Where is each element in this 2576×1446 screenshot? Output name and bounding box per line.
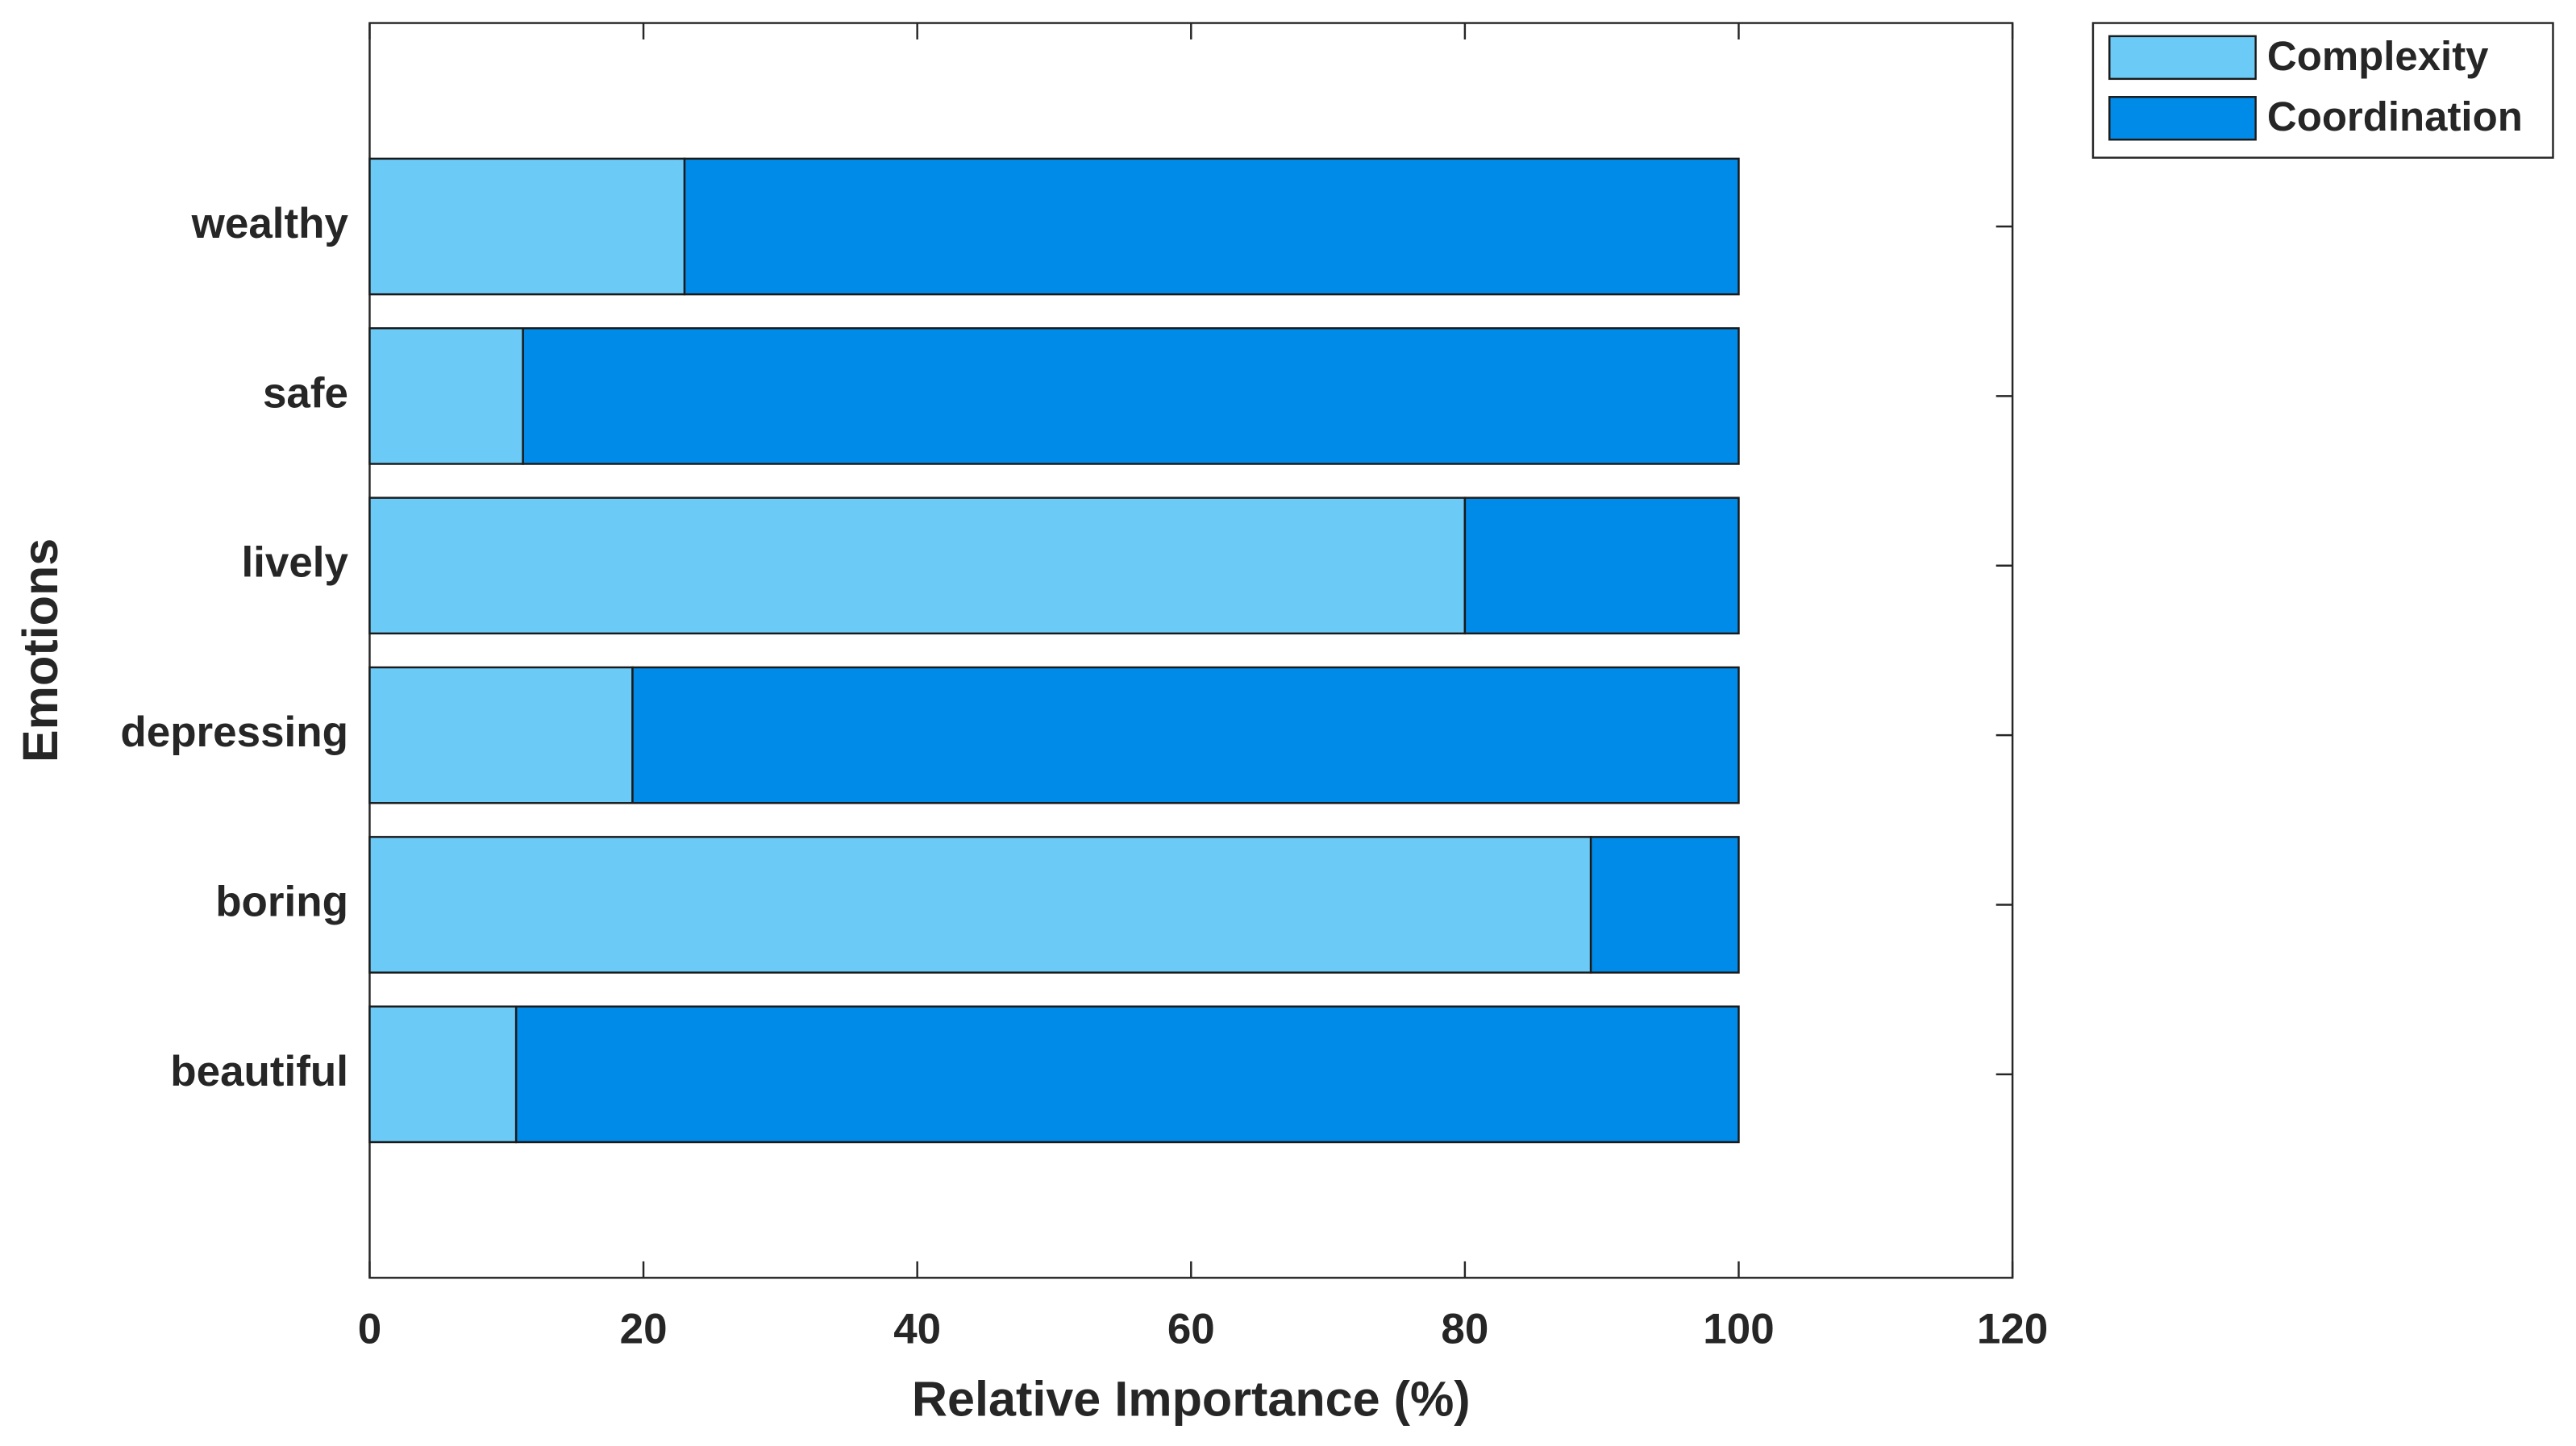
x-tick-label: 100 bbox=[1703, 1306, 1774, 1353]
y-tick-label: beautiful bbox=[170, 1048, 348, 1095]
y-axis-label: Emotions bbox=[13, 538, 68, 762]
y-tick-label: depressing bbox=[120, 708, 348, 756]
bar-segment bbox=[683, 157, 1740, 296]
y-tick-label: wealthy bbox=[191, 200, 349, 247]
legend-label: Coordination bbox=[2267, 93, 2523, 139]
bar-segment bbox=[522, 327, 1740, 465]
bar-segment bbox=[368, 666, 634, 804]
legend-swatch bbox=[2108, 35, 2257, 81]
bar-segment bbox=[368, 497, 1467, 635]
x-tick-label: 0 bbox=[358, 1306, 381, 1353]
bar-segment bbox=[514, 1005, 1740, 1144]
x-tick-label: 60 bbox=[1167, 1306, 1215, 1353]
x-tick-label: 40 bbox=[893, 1306, 941, 1353]
bar-segment bbox=[1463, 497, 1740, 635]
bar-segment bbox=[368, 327, 524, 465]
x-tick-label: 20 bbox=[620, 1306, 668, 1353]
y-tick-label: lively bbox=[241, 539, 348, 587]
x-tick-label: 80 bbox=[1441, 1306, 1488, 1353]
bar-segment bbox=[368, 836, 1592, 974]
legend-label: Complexity bbox=[2267, 33, 2489, 79]
legend-swatch bbox=[2108, 96, 2257, 141]
x-axis-label: Relative Importance (%) bbox=[912, 1371, 1471, 1426]
y-tick-label: safe bbox=[263, 369, 348, 417]
bar-segment bbox=[368, 157, 686, 296]
bar-segment bbox=[368, 1005, 518, 1144]
bar-segment bbox=[1589, 836, 1740, 974]
y-tick-label: boring bbox=[215, 878, 348, 925]
x-tick-label: 120 bbox=[1977, 1306, 2048, 1353]
bar-segment bbox=[631, 666, 1740, 804]
